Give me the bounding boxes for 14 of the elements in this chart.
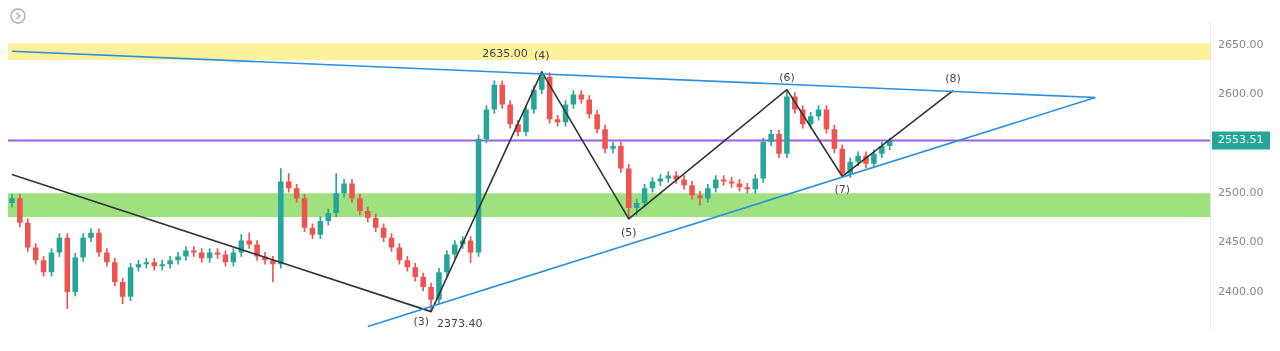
annotation: (5)	[620, 225, 637, 239]
y-tick-label: 2600.00	[1218, 87, 1264, 101]
annotation: (3)	[413, 315, 430, 329]
annotation: 2373.40	[437, 317, 483, 331]
y-tick-label: 2450.00	[1218, 235, 1264, 249]
y-tick-label: 2500.00	[1218, 186, 1264, 200]
ref-line-label: 2553.51	[1218, 133, 1264, 147]
y-tick-label: 2650.00	[1218, 38, 1264, 52]
annotation: (4)	[533, 48, 550, 62]
annotation: (8)	[945, 71, 961, 85]
y-tick-label: 2400.00	[1218, 284, 1264, 298]
annotation: 2635.00	[482, 46, 528, 60]
annotation: (6)	[779, 70, 795, 84]
annotation: (7)	[834, 183, 851, 197]
